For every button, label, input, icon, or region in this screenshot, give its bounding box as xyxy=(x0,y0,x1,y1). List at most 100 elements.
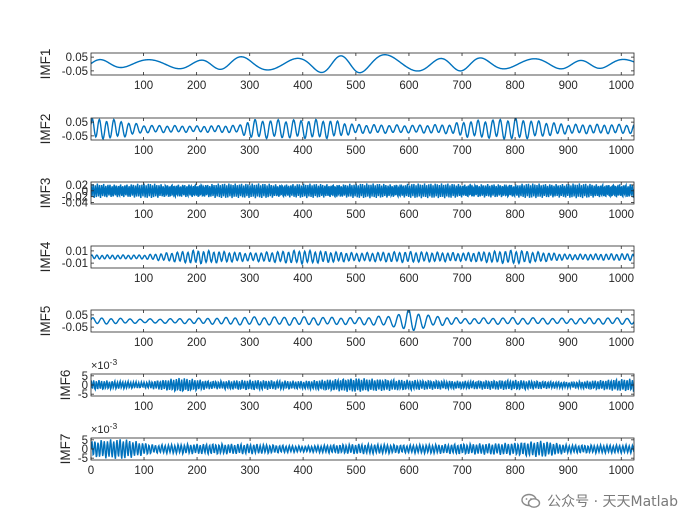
x-tick-label: 500 xyxy=(346,337,365,349)
imf-panel-7: 0 100 200 300 400 500 600 700 800 900 1000-505×10-… xyxy=(58,421,635,477)
x-tick-label: 600 xyxy=(400,465,419,477)
y-tick-label: -0.05 xyxy=(62,66,88,78)
x-tick-label: 200 xyxy=(187,337,206,349)
imf2-series-line xyxy=(91,118,634,140)
imf1-series-line xyxy=(91,54,634,74)
x-tick-label: 200 xyxy=(187,145,206,157)
x-tick-label: 300 xyxy=(240,80,259,92)
x-tick-label: 300 xyxy=(240,401,259,413)
x-tick-label: 700 xyxy=(452,401,471,413)
y-tick-label: -0.05 xyxy=(62,131,88,143)
y-exponent-label: ×10-3 xyxy=(91,421,118,436)
x-tick-label: 600 xyxy=(399,401,418,413)
x-tick-label: 1000 xyxy=(608,337,634,349)
y-exponent-label: ×10-3 xyxy=(91,357,118,372)
x-tick-label: 400 xyxy=(293,337,312,349)
x-tick-label: 600 xyxy=(399,209,418,221)
x-tick-label: 900 xyxy=(559,273,578,285)
imf-panel-5: 100 200 300 400 500 600 700 800 900 1000 -0.050.05… xyxy=(38,306,635,349)
x-tick-label: 500 xyxy=(346,145,365,157)
x-tick-label: 600 xyxy=(399,80,418,92)
imf2-ylabel: IMF2 xyxy=(38,114,53,145)
imf5-ylabel: IMF5 xyxy=(38,306,53,337)
y-tick-label: -0.04 xyxy=(62,198,89,210)
x-tick-label: 200 xyxy=(187,273,206,285)
imf1-ylabel: IMF1 xyxy=(38,49,53,80)
x-tick-label: 1000 xyxy=(608,401,634,413)
y-tick-label: -0.01 xyxy=(62,258,88,270)
imf5-axes-box xyxy=(90,309,635,333)
imf3-series-line xyxy=(91,182,634,200)
x-tick-label: 900 xyxy=(559,209,578,221)
x-tick-label: 300 xyxy=(240,209,259,221)
y-tick-label: 0 xyxy=(82,444,88,456)
x-tick-label: 100 xyxy=(134,145,153,157)
x-tick-label: 200 xyxy=(187,209,206,221)
x-tick-label: 800 xyxy=(506,337,525,349)
x-tick-label: 700 xyxy=(452,337,471,349)
wechat-icon xyxy=(521,493,541,509)
x-tick-label: 1000 xyxy=(608,465,634,477)
imf3-ylabel: IMF3 xyxy=(38,178,53,209)
imf7-ylabel: IMF7 xyxy=(58,434,73,465)
imf6-series-line xyxy=(91,377,634,393)
y-tick-label: -5 xyxy=(78,389,88,401)
x-tick-label: 600 xyxy=(399,273,418,285)
x-tick-label: 1000 xyxy=(608,80,634,92)
x-tick-label: 500 xyxy=(346,401,365,413)
x-tick-label: 300 xyxy=(240,337,259,349)
x-tick-label: 100 xyxy=(134,273,153,285)
y-tick-label: 0.05 xyxy=(66,310,88,322)
x-tick-label: 500 xyxy=(346,80,365,92)
x-tick-label: 400 xyxy=(293,209,312,221)
x-tick-label: 700 xyxy=(452,273,471,285)
x-tick-label: 1000 xyxy=(608,209,634,221)
x-tick-label: 100 xyxy=(134,401,153,413)
x-tick-label: 700 xyxy=(452,209,471,221)
y-tick-label: 5 xyxy=(82,371,88,383)
x-tick-label: 300 xyxy=(240,145,259,157)
x-tick-label: 100 xyxy=(134,337,153,349)
imf-panel-2: 100 200 300 400 500 600 700 800 900 1000 -0.05 0.05… xyxy=(38,114,635,157)
x-tick-label: 0 xyxy=(88,465,94,477)
imf3-axes-box xyxy=(90,181,635,205)
x-tick-label: 700 xyxy=(452,80,471,92)
y-tick-label: 0 xyxy=(82,186,88,198)
x-tick-label: 400 xyxy=(293,401,312,413)
imf4-axes-box xyxy=(90,245,635,269)
y-tick-label: -0.05 xyxy=(62,322,88,334)
y-tick-label: 5 xyxy=(82,435,88,447)
x-tick-label: 600 xyxy=(399,337,418,349)
y-tick-label: 0.01 xyxy=(66,246,88,258)
y-tick-label: 0.05 xyxy=(66,117,88,129)
x-tick-label: 800 xyxy=(506,145,525,157)
x-tick-label: 100 xyxy=(134,80,153,92)
imf6-ylabel: IMF6 xyxy=(58,370,73,401)
imf4-ylabel: IMF4 xyxy=(38,241,53,272)
x-tick-label: 900 xyxy=(559,337,578,349)
x-tick-label: 500 xyxy=(346,209,365,221)
x-tick-label: 100 xyxy=(134,465,153,477)
x-tick-label: 700 xyxy=(452,145,471,157)
x-tick-label: 200 xyxy=(187,80,206,92)
y-tick-label: -0.02 xyxy=(62,192,88,204)
x-tick-label: 900 xyxy=(559,80,578,92)
imf4-series-line xyxy=(91,248,634,266)
imf1-axes-box xyxy=(90,52,635,76)
x-tick-label: 800 xyxy=(506,209,525,221)
x-tick-label: 100 xyxy=(134,209,153,221)
y-tick-label: 0 xyxy=(82,380,88,392)
imf2-axes-box xyxy=(90,117,635,141)
y-tick-label: -5 xyxy=(78,453,88,465)
x-tick-label: 200 xyxy=(187,401,206,413)
x-tick-label: 700 xyxy=(453,465,472,477)
x-tick-label: 300 xyxy=(240,273,259,285)
x-tick-label: 800 xyxy=(506,465,525,477)
x-tick-label: 1000 xyxy=(608,273,634,285)
imf-panel-1: 100 200 300 400 500 600 700 800 900 1000 -0.05 0.05… xyxy=(38,49,635,92)
x-tick-label: 500 xyxy=(347,465,366,477)
x-tick-label: 900 xyxy=(559,401,578,413)
x-tick-label: 900 xyxy=(559,145,578,157)
x-tick-label: 800 xyxy=(506,273,525,285)
